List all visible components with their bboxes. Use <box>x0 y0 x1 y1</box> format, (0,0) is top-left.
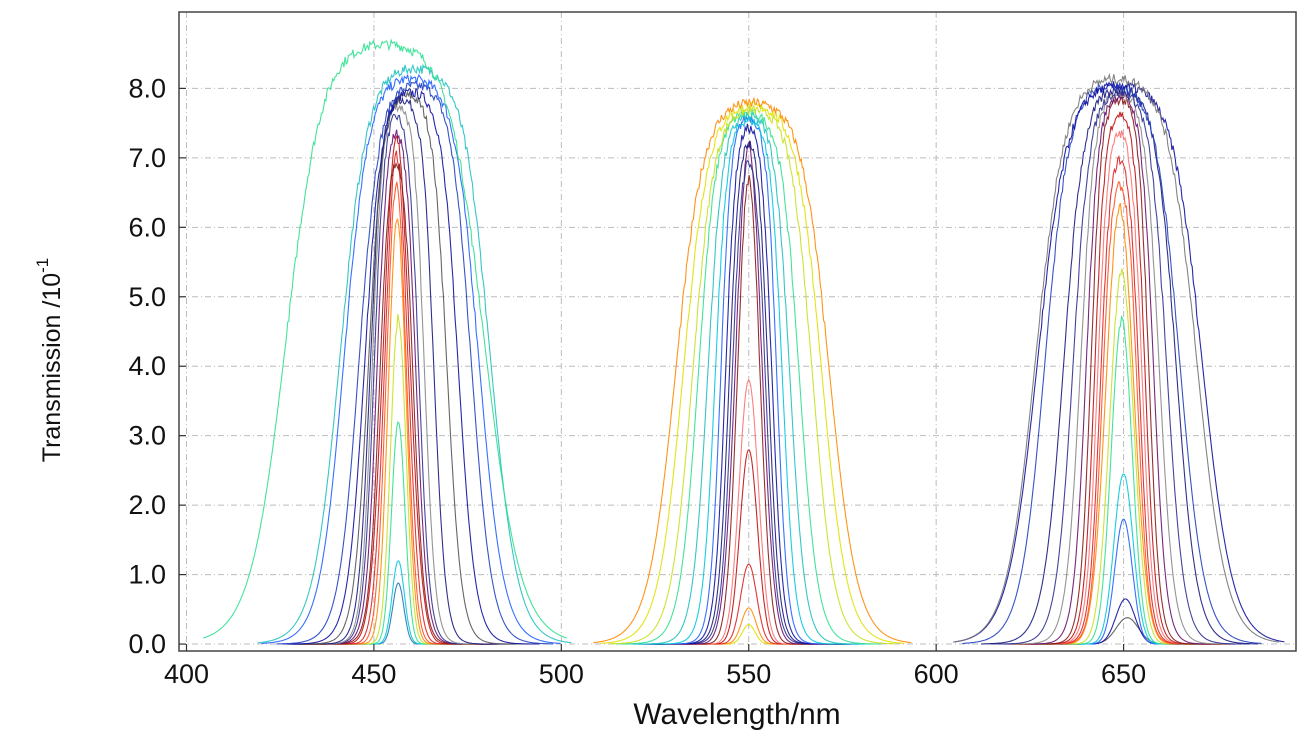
series-lines <box>203 38 1285 645</box>
series-line <box>282 88 540 645</box>
series-line <box>593 96 912 644</box>
series-line <box>952 72 1280 643</box>
svg-text:Transmission /10-1: Transmission /10-1 <box>33 258 66 463</box>
x-tick-label: 500 <box>539 659 584 689</box>
y-axis-exponent: -1 <box>33 258 52 273</box>
series-line <box>632 115 865 645</box>
series-line <box>981 85 1258 645</box>
series-line <box>1008 96 1231 645</box>
series-line <box>610 104 895 645</box>
series-line <box>954 80 1285 643</box>
series-line <box>1003 92 1236 645</box>
series-line <box>600 101 905 644</box>
x-tick-label: 550 <box>726 659 771 689</box>
series-line <box>615 108 882 645</box>
x-tick-label: 600 <box>914 659 959 689</box>
series-line <box>203 38 567 639</box>
series-line <box>261 73 561 644</box>
y-tick-label: 0.0 <box>128 629 166 659</box>
y-tick-label: 7.0 <box>128 143 166 173</box>
series-line <box>276 79 554 645</box>
x-tick-label: 650 <box>1101 659 1146 689</box>
series-line <box>285 90 529 645</box>
y-tick-label: 3.0 <box>128 421 166 451</box>
series-line <box>257 63 572 644</box>
y-tick-label: 8.0 <box>128 73 166 103</box>
series-line <box>990 87 1250 645</box>
plot-frame <box>178 11 1297 652</box>
axis-ticks: 400 450 500 550 600 650 0.0 1.0 2.0 3.0 4.0 5.0 6.0 7… <box>128 73 1146 689</box>
x-tick-label: 400 <box>164 659 209 689</box>
y-tick-label: 6.0 <box>128 212 166 242</box>
y-tick-label: 4.0 <box>128 351 166 381</box>
series-line <box>306 313 489 645</box>
y-axis-title-text: Transmission /10 <box>38 273 66 462</box>
series-line <box>1017 155 1222 645</box>
y-tick-label: 2.0 <box>128 490 166 520</box>
x-tick-label: 450 <box>351 659 396 689</box>
y-tick-label: 5.0 <box>128 282 166 312</box>
x-axis-title: Wavelength/nm <box>633 698 840 731</box>
series-line <box>287 95 516 645</box>
series-line <box>1021 202 1219 645</box>
series-line <box>297 161 495 645</box>
y-axis-title: Transmission /10-1 <box>33 258 66 463</box>
y-tick-label: 1.0 <box>128 560 166 590</box>
